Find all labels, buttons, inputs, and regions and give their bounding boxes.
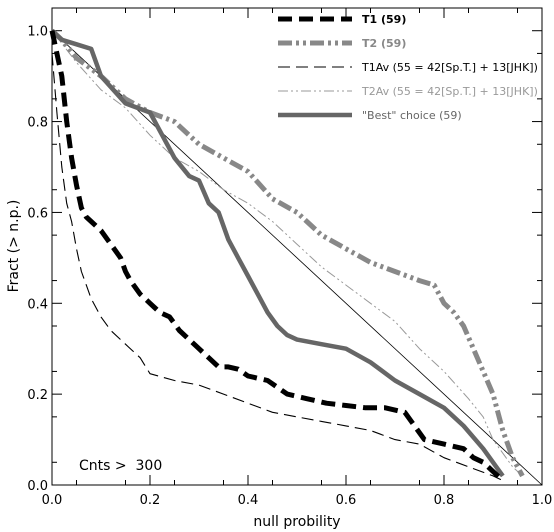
plot-frame <box>51 7 543 486</box>
series-layer <box>49 28 525 483</box>
y-tick-label: 0.0 <box>27 479 48 494</box>
x-tick-label: 0.6 <box>336 493 357 508</box>
series-line-4 <box>50 29 505 478</box>
series-line-1 <box>50 28 525 478</box>
y-tick-label: 0.6 <box>27 206 48 221</box>
legend-label-0: T1 (59) <box>362 13 406 26</box>
tick-labels: 0.0 0.2 0.4 0.6 0.8 1.0 0.0 0.2 0.4 0.6 0.8 1.0 <box>27 25 552 508</box>
x-tick-label: 1.0 <box>532 493 553 508</box>
y-tick-label: 0.2 <box>27 388 48 403</box>
x-tick-label: 0.4 <box>238 493 259 508</box>
count-annotation: Cnts > 300 <box>79 458 162 474</box>
legend: T1 (59) T2 (59) T1Av (55 = 42[Sp.T.] + 13[… <box>278 13 538 122</box>
y-axis-title: Fract (> n.p.) <box>6 200 22 293</box>
y-tick-label: 0.8 <box>27 116 48 131</box>
series-line-2 <box>51 53 504 481</box>
series-line-0 <box>49 30 505 483</box>
legend-label-2: T1Av (55 = 42[Sp.T.] + 13[JHK]) <box>361 61 538 74</box>
legend-label-4: "Best" choice (59) <box>362 109 462 122</box>
y-tick-label: 0.4 <box>27 297 48 312</box>
tick-marks <box>51 7 543 486</box>
legend-label-3: T2Av (55 = 42[Sp.T.] + 13[JHK]) <box>361 85 538 98</box>
x-tick-label: 0.2 <box>140 493 161 508</box>
x-axis-title: null probility <box>253 514 340 530</box>
y-tick-label: 1.0 <box>27 25 48 40</box>
x-tick-label: 0.8 <box>434 493 455 508</box>
x-tick-label: 0.0 <box>42 493 63 508</box>
legend-label-1: T2 (59) <box>362 37 406 50</box>
